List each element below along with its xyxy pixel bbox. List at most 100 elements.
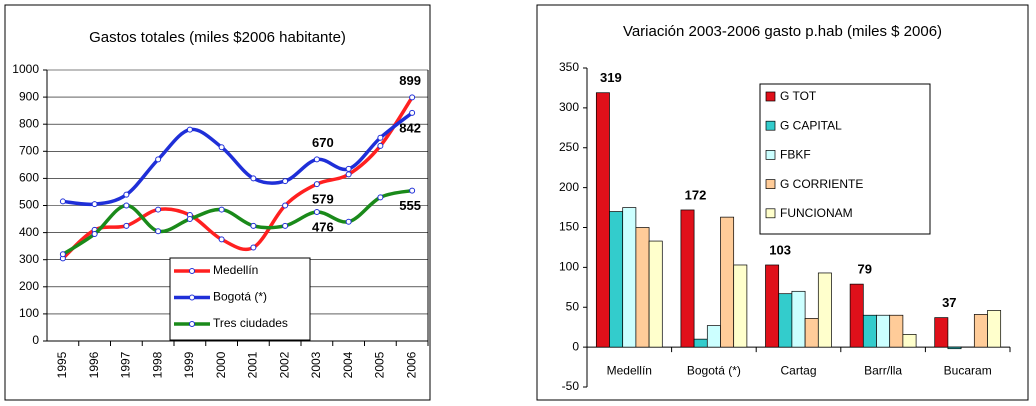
bar	[947, 346, 962, 350]
point	[186, 126, 193, 133]
data-label: 319	[600, 70, 622, 85]
point	[282, 202, 289, 209]
x-tick-label: Barr/lla	[864, 363, 902, 377]
legend-swatch	[765, 179, 776, 189]
bar	[635, 227, 650, 348]
point	[155, 206, 162, 213]
point	[123, 191, 130, 198]
x-tick-label: 1998	[150, 351, 164, 378]
y-tick-label: 150	[559, 220, 579, 234]
data-label: 555	[399, 198, 421, 213]
bar	[765, 264, 780, 348]
x-tick-label: 2003	[309, 351, 323, 378]
x-tick-label: Bogotá (*)	[687, 363, 741, 377]
legend-label: Bogotá (*)	[213, 290, 267, 304]
legend-marker	[189, 268, 195, 274]
legend-swatch	[765, 120, 776, 131]
y-tick-label: 0	[32, 333, 39, 347]
data-label: 79	[857, 262, 871, 277]
bar	[595, 92, 610, 348]
y-tick-label: 1000	[12, 62, 39, 76]
point	[59, 251, 66, 258]
point	[409, 187, 416, 194]
data-label: 579	[312, 192, 334, 207]
x-tick-label: 2000	[214, 351, 228, 378]
bar	[791, 290, 806, 348]
bar	[733, 264, 748, 348]
point	[377, 194, 384, 201]
point	[409, 109, 416, 116]
x-tick-label: Medellín	[607, 363, 652, 377]
point	[250, 222, 257, 229]
x-tick-label: 2005	[373, 351, 387, 378]
point	[155, 156, 162, 163]
point	[218, 236, 225, 243]
point	[155, 228, 162, 235]
legend-swatch	[765, 91, 776, 102]
point	[282, 178, 289, 185]
data-label: 103	[769, 242, 791, 257]
y-tick-label: 350	[559, 60, 579, 74]
point	[377, 142, 384, 149]
point	[345, 171, 352, 178]
y-tick-label: 600	[19, 171, 39, 185]
x-tick-label: 1995	[55, 351, 69, 378]
data-label: 842	[399, 120, 421, 135]
y-tick-label: 0	[572, 339, 579, 353]
bar	[862, 314, 877, 348]
point	[409, 94, 416, 101]
x-tick-label: 1996	[87, 351, 101, 378]
legend-label: FUNCIONAM	[780, 206, 853, 220]
legend-box	[759, 83, 931, 235]
x-tick-label: Cartag	[780, 363, 816, 377]
legend-label: G CORRIENTE	[780, 177, 863, 191]
point	[345, 218, 352, 225]
legend-label: Medellín	[213, 263, 258, 277]
x-tick-label: 1997	[119, 351, 133, 378]
y-tick-label: 800	[19, 116, 39, 130]
point	[313, 156, 320, 163]
data-label: 476	[312, 219, 334, 234]
point	[91, 201, 98, 208]
y-tick-label: 200	[19, 279, 39, 293]
data-label: 670	[312, 135, 334, 150]
legend-marker	[189, 294, 195, 301]
bar	[720, 216, 735, 348]
bar	[693, 338, 708, 348]
bar	[680, 209, 695, 348]
y-tick-label: 100	[559, 260, 579, 274]
point	[123, 222, 130, 229]
bar	[889, 314, 904, 348]
point	[377, 134, 384, 141]
legend-label: FBKF	[780, 148, 811, 162]
bar	[987, 310, 1002, 348]
x-tick-label: Bucaram	[944, 363, 992, 377]
y-tick-label: 500	[19, 198, 39, 212]
data-label: 899	[399, 73, 421, 88]
y-tick-label: 50	[566, 299, 580, 313]
y-tick-label: -50	[562, 379, 580, 393]
point	[218, 206, 225, 213]
point	[218, 144, 225, 151]
bar	[804, 318, 819, 348]
chart-title: Gastos totales (miles $2006 habitante)	[89, 29, 346, 46]
x-tick-label: 2004	[341, 351, 355, 378]
point	[345, 165, 352, 172]
bar	[778, 293, 793, 348]
bar	[622, 207, 637, 348]
bar	[609, 211, 624, 348]
y-tick-label: 700	[19, 143, 39, 157]
point	[313, 181, 320, 188]
legend-swatch	[765, 208, 776, 219]
point	[250, 244, 257, 251]
data-label: 172	[685, 187, 707, 202]
point	[186, 216, 193, 223]
legend-label: G TOT	[780, 89, 817, 103]
x-tick-label: 2001	[246, 351, 260, 378]
point	[123, 202, 130, 209]
x-tick-label: 1999	[182, 351, 196, 378]
bar	[706, 325, 721, 348]
bar	[934, 317, 949, 348]
